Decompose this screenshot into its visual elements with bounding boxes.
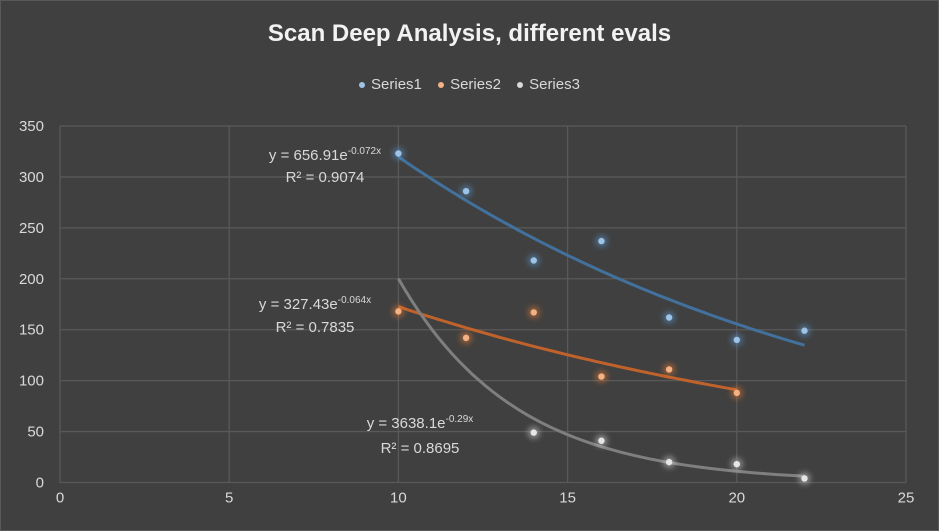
y-tick-label: 50 [27,424,44,441]
trendline-series1 [397,155,805,347]
trendline-equation: y = 3638.1e-0.29x [367,414,474,432]
data-point-series1 [527,254,540,267]
data-point-series3 [730,458,743,471]
data-point-marker [395,308,402,315]
trendline-equation: y = 327.43e-0.064x [259,295,371,313]
data-point-marker [530,429,537,436]
data-point-series3 [663,456,676,469]
data-point-marker [462,187,470,195]
x-tick-label: 5 [225,490,233,507]
y-tick-label: 350 [19,118,44,135]
data-point-marker [598,237,605,245]
data-point-series2 [730,386,743,399]
y-tick-label: 250 [19,220,44,237]
data-point-series1 [730,333,743,346]
data-point-marker [665,366,673,373]
x-tick-label: 25 [898,490,915,507]
data-point-series2 [527,306,540,319]
legend-label: Series2 [450,76,501,93]
data-point-series3 [527,426,540,439]
data-point-marker [733,460,740,468]
x-tick-label: 20 [728,490,745,507]
chart-title: Scan Deep Analysis, different evals [267,20,672,47]
data-point-series1 [663,311,676,324]
trendline-series2 [397,305,738,392]
data-point-series3 [798,472,811,485]
x-tick-label: 10 [390,490,407,507]
series1-marker-icon [359,82,366,89]
data-point-series2 [460,331,473,344]
trendline-r-squared: R² = 0.8695 [381,440,460,457]
legend: Series1 Series2 Series3 [0,76,939,93]
data-point-series3 [595,434,608,447]
data-point-marker [733,336,740,344]
legend-item-series3: Series3 [517,76,580,93]
legend-item-series2: Series2 [438,76,501,93]
y-tick-label: 150 [19,322,44,339]
y-tick-label: 300 [19,169,44,186]
legend-label: Series1 [371,76,422,93]
series2-marker-icon [438,82,445,89]
data-point-series1 [392,147,405,160]
trendline-r-squared: R² = 0.7835 [276,319,355,336]
data-point-marker [462,334,470,342]
trendline-equation: y = 656.91e-0.072x [269,146,381,164]
data-point-marker [530,309,537,316]
data-point-series2 [392,305,405,318]
data-point-marker [598,437,605,444]
series3-marker-icon [517,82,524,89]
data-point-marker [530,257,537,264]
data-point-marker [733,389,740,397]
x-tick-label: 15 [559,490,576,507]
data-point-series2 [663,363,676,376]
data-point-marker [665,314,673,321]
y-tick-label: 100 [19,373,44,390]
data-point-marker [395,150,402,157]
data-point-series1 [460,185,473,198]
data-point-marker [801,475,808,482]
data-point-series2 [595,370,608,383]
x-tick-label: 0 [56,490,64,507]
data-point-series1 [798,324,811,337]
legend-label: Series3 [529,76,580,93]
data-point-marker [665,458,673,466]
trendline-r-squared: R² = 0.9074 [286,169,365,186]
y-tick-label: 0 [36,475,44,492]
data-point-series1 [595,235,608,248]
legend-item-series1: Series1 [359,76,422,93]
y-tick-label: 200 [19,271,44,288]
data-point-marker [801,327,808,334]
data-point-marker [598,373,605,380]
